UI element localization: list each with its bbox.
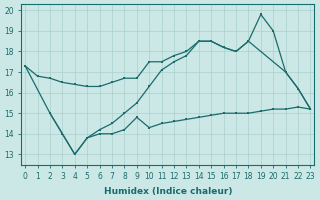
X-axis label: Humidex (Indice chaleur): Humidex (Indice chaleur) <box>104 187 232 196</box>
